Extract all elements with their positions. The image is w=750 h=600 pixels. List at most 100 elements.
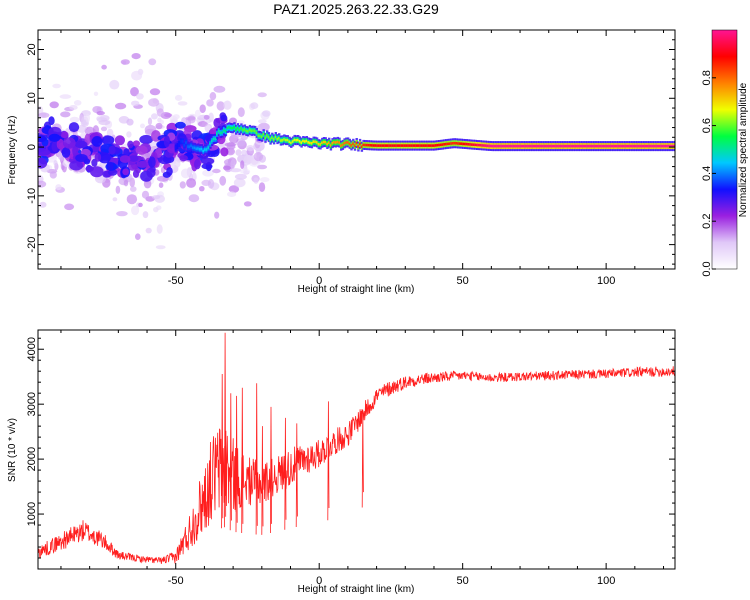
spectral-noise-blob [120, 59, 130, 65]
ridge-core [333, 140, 336, 144]
ridge-core [551, 144, 555, 148]
spectral-blob [128, 155, 139, 162]
ridge-core [200, 147, 203, 151]
ridge-core [584, 144, 587, 148]
colorbar-tick-label: 0.4 [701, 166, 713, 181]
spectral-noise-blob [96, 116, 102, 121]
spectral-blob [48, 133, 61, 142]
ridge-core [276, 137, 279, 141]
spectral-noise-blob [130, 87, 139, 97]
spectral-noise-blob [55, 184, 62, 191]
ridge-core [367, 143, 370, 147]
spectral-noise-blob [257, 119, 267, 124]
ridge-core [488, 144, 491, 148]
ridge-core [207, 146, 210, 149]
x-tick-label: 100 [597, 275, 615, 287]
ridge-core [419, 144, 422, 147]
ridge-core [176, 144, 179, 148]
ridge-core [534, 144, 537, 148]
spectral-noise-blob [96, 111, 105, 116]
colorbar-ticks: 0.0 0.2 0.4 0.6 0.8 [701, 70, 716, 277]
ridge-core [501, 144, 505, 148]
spectral-blob [148, 156, 156, 168]
ridge-core [653, 144, 656, 148]
y-tick-label: 0 [26, 144, 38, 150]
ridge-core [266, 134, 269, 137]
ridge-core [503, 144, 506, 148]
ridge-core [348, 142, 351, 146]
ridge-core [512, 144, 515, 148]
spectral-noise-blob [246, 154, 252, 165]
ridge-core [279, 139, 283, 142]
ridge-core [439, 143, 443, 147]
ridge-core [646, 144, 649, 148]
ridge-core [520, 144, 524, 148]
y-tick-label: 3000 [26, 392, 38, 416]
ridge-core [451, 142, 455, 145]
spectral-noise-blob [185, 116, 196, 121]
ridge-core [235, 128, 238, 131]
ridge-core [248, 128, 252, 132]
ridge-core [467, 143, 470, 146]
ridge-core [217, 129, 221, 133]
ridge-core [532, 144, 536, 148]
spectral-noise-blob [194, 109, 201, 117]
ridge-core [598, 144, 601, 148]
ridge-core [405, 144, 408, 147]
ridge-core [322, 140, 326, 144]
ridge-core [575, 144, 579, 148]
ridge-core [558, 144, 562, 148]
spectrogram-ticks: -50 0 50 100 -20 -10 0 10 20 [26, 29, 675, 287]
spectral-noise-blob [179, 181, 186, 189]
ridge-core [605, 144, 608, 148]
ridge-core [581, 144, 584, 148]
ridge-core [364, 143, 367, 147]
ridge-core [574, 144, 577, 148]
ridge-core [455, 142, 458, 145]
spectral-noise-blob [76, 124, 87, 133]
ridge-core [247, 130, 250, 133]
ridge-core [594, 144, 598, 148]
spectral-noise-blob [53, 160, 58, 166]
spectral-noise-blob [38, 112, 50, 118]
ridge-core [486, 144, 489, 148]
y-tick-label: 2000 [26, 447, 38, 471]
spectral-blob [139, 134, 154, 145]
ridge-core [663, 144, 667, 148]
ridge-core [191, 146, 195, 149]
colorbar-label: Normalized spectral amplitude [738, 82, 749, 217]
ridge-core [181, 140, 184, 143]
spectral-blob [220, 147, 229, 157]
ridge-core [272, 138, 276, 141]
ridge-core [429, 144, 432, 147]
ridge-core [422, 144, 425, 147]
spectral-noise-blob [153, 207, 159, 213]
ridge-core [190, 144, 193, 148]
spectral-noise-blob [131, 70, 143, 81]
colorbar-tick-label: 0.0 [701, 261, 713, 276]
ridge-core [389, 144, 393, 147]
spectral-noise-blob [258, 182, 266, 193]
spectral-noise-blob [233, 178, 246, 188]
spectral-blob [135, 145, 148, 155]
ridge-core [221, 131, 224, 134]
ridge-core [608, 144, 611, 148]
spectral-noise-blob [155, 122, 163, 130]
ridge-core [195, 147, 198, 150]
spectral-blob [201, 163, 213, 170]
spectral-noise-blob [174, 94, 183, 101]
ridge-core [529, 144, 532, 148]
spectral-noise-blob [148, 98, 160, 107]
spectral-noise-blob [149, 88, 161, 96]
x-tick-label: 50 [457, 275, 469, 287]
ridge-core [443, 143, 446, 146]
ridge-core [560, 144, 563, 148]
ridge-core [377, 144, 381, 147]
ridge-core [290, 141, 293, 145]
ridge-core [519, 144, 522, 148]
ridge-core [474, 143, 477, 147]
spectral-noise-blob [69, 116, 80, 123]
spectral-noise-blob [126, 194, 138, 205]
ridge-core [403, 144, 407, 147]
spectral-noise-blob [237, 107, 245, 118]
